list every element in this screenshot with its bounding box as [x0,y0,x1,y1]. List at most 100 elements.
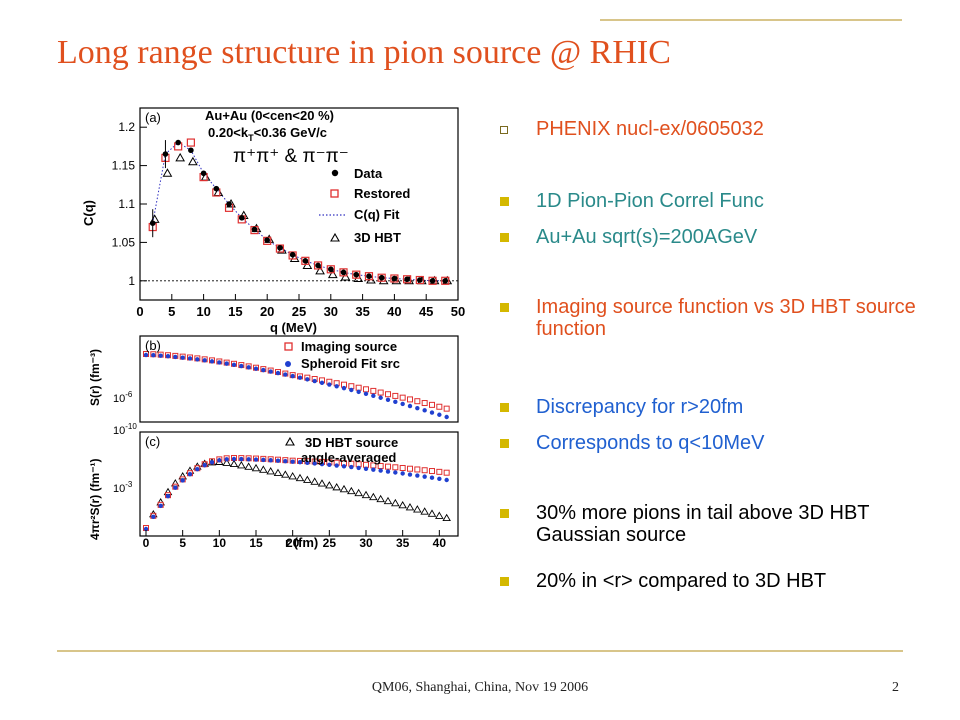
hbt-source-point [376,494,385,503]
panel-c-ytick-1: 10-3 [113,480,133,495]
legend-hbt-marker [330,232,340,242]
y-tick-label: 1.2 [118,120,135,134]
spheroid-point [378,395,383,400]
data-point [391,275,398,282]
spheroid-point [305,460,310,466]
spheroid-point [371,467,376,472]
data-point [353,271,360,278]
spheroid-point [195,467,200,472]
x-tick-label: 5 [168,304,175,319]
hbt-source-point [273,468,283,476]
spheroid-point [158,503,163,509]
spheroid-point [312,461,317,466]
spheroid-point [268,369,273,374]
x-tick-label: 35 [396,536,410,550]
panel-a-ticks: 0 5 10 15 20 25 30 35 40 45 50 1 1.05 1.1 1.15 1.2 [112,120,465,319]
spheroid-point [217,360,222,365]
spheroid-point [341,385,347,391]
hbt-source-point [237,461,246,469]
spheroid-point [195,357,200,362]
x-tick-label: 15 [228,304,242,319]
spheroid-point [349,387,354,393]
spheroid-point [239,456,244,462]
bullet-marker-icon [500,197,509,206]
imaging-point [443,469,450,476]
spheroid-point [334,463,339,468]
hbt-source-point [435,511,444,519]
spheroid-point [173,485,178,490]
hbt-source-point [383,496,393,505]
bullet-item: Discrepancy for r>20fm [498,396,938,418]
x-tick-label: 45 [419,304,433,319]
hbt-source-point [347,486,356,495]
data-point [315,262,321,269]
hbt-source-point [295,473,305,482]
panel-a-tag: (a) [145,110,161,125]
bullet-text: Corresponds to q<10MeV [536,432,765,454]
spheroid-point [341,464,347,469]
restored-point [441,276,450,285]
data-point [340,269,347,276]
bullet-text: Discrepancy for r>20fm [536,396,744,418]
data-point [289,251,296,258]
panel-b-points [143,351,450,420]
bullet-item: PHENIX nucl-ex/0605032 [498,118,938,140]
bullet-marker-icon [500,303,509,312]
bullet-marker-icon [500,126,508,134]
data-point [226,201,232,207]
bullet-item: 1D Pion-Pion Correl Func [498,190,938,212]
bullet-text: 1D Pion-Pion Correl Func [536,190,764,212]
spheroid-point [393,399,398,405]
hbt-point [340,271,351,281]
restored-point [390,274,399,283]
spheroid-point [400,471,405,476]
spheroid-point [429,410,435,415]
spheroid-point [407,472,413,477]
spheroid-point [415,405,420,411]
x-tick-label: 40 [387,304,401,319]
imaging-point [407,465,413,472]
imaging-point [392,392,399,399]
panel-c-points [143,455,451,532]
bullet-item: 20% in <r> compared to 3D HBT [498,570,938,592]
data-point [302,258,309,264]
imaging-point [421,467,428,474]
data-point [328,266,334,273]
footer-text: QM06, Shanghai, China, Nov 19 2006 [371,680,589,695]
hbt-source-point [369,492,378,501]
spheroid-point [231,362,237,368]
y-tick-label: 1.05 [112,235,136,249]
restored-point [186,138,195,147]
imaging-point [370,387,377,394]
legend-spheroid-marker [285,361,291,367]
imaging-point [399,464,406,471]
bullet-marker-icon [500,509,509,518]
x-tick-label: 30 [359,536,373,550]
spheroid-point [261,367,266,373]
spheroid-point [187,472,193,477]
panel-b-ylabel: S(r) (fm⁻³) [88,349,102,406]
top-rule [600,19,902,21]
spheroid-point [385,397,391,402]
spheroid-point [319,380,325,385]
hbt-source-point [281,470,290,478]
x-tick-label: 10 [196,304,210,319]
spheroid-point [422,474,427,479]
spheroid-point [349,464,354,470]
spheroid-point [224,361,229,366]
y-tick-label: 1.1 [118,197,135,211]
bullet-marker-icon [500,403,509,412]
data-point [417,277,423,283]
spheroid-point [378,468,383,473]
spheroid-point [437,412,442,417]
spheroid-point [253,457,259,462]
panel-a-points [140,138,458,285]
x-tick-label: 30 [324,304,338,319]
x-tick-label: 0 [143,536,150,550]
data-point [442,278,449,284]
hbt-source-point [303,475,312,483]
spheroid-point [158,353,163,358]
legend-data-label: Data [354,166,383,181]
page-number: 2 [892,680,899,695]
x-tick-label: 35 [355,304,369,319]
